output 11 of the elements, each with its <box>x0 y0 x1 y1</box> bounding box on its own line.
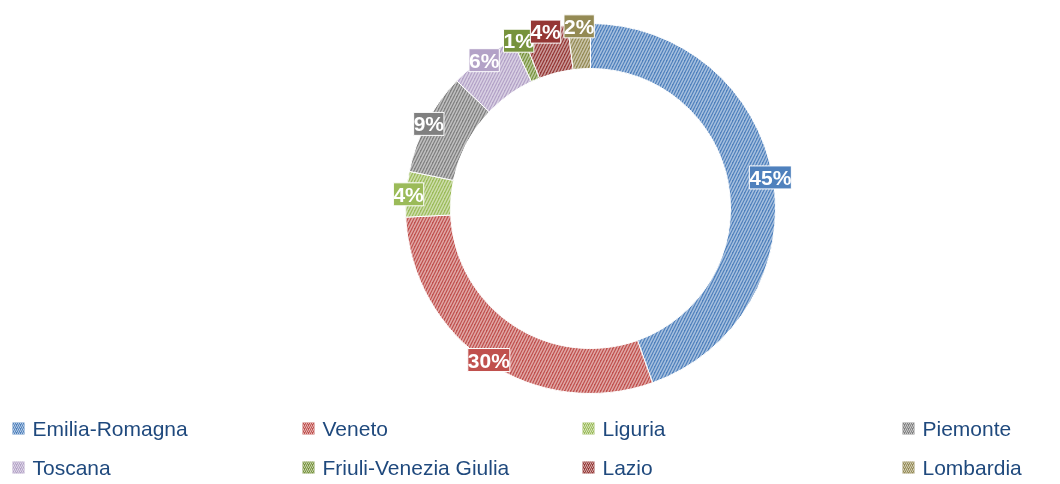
legend-label: Liguria <box>602 417 666 440</box>
legend-label: Veneto <box>322 417 388 440</box>
legend-label: Lombardia <box>922 456 1023 479</box>
legend-label: Emilia-Romagna <box>32 417 189 440</box>
legend-label: Lazio <box>602 456 653 479</box>
data-label: 6% <box>468 48 500 72</box>
legend-label: Toscana <box>32 456 112 479</box>
legend-label: Piemonte <box>922 417 1012 440</box>
data-label: 9% <box>413 112 445 136</box>
data-label: 2% <box>563 14 595 38</box>
legend-label: Friuli-Venezia Giulia <box>322 456 510 479</box>
